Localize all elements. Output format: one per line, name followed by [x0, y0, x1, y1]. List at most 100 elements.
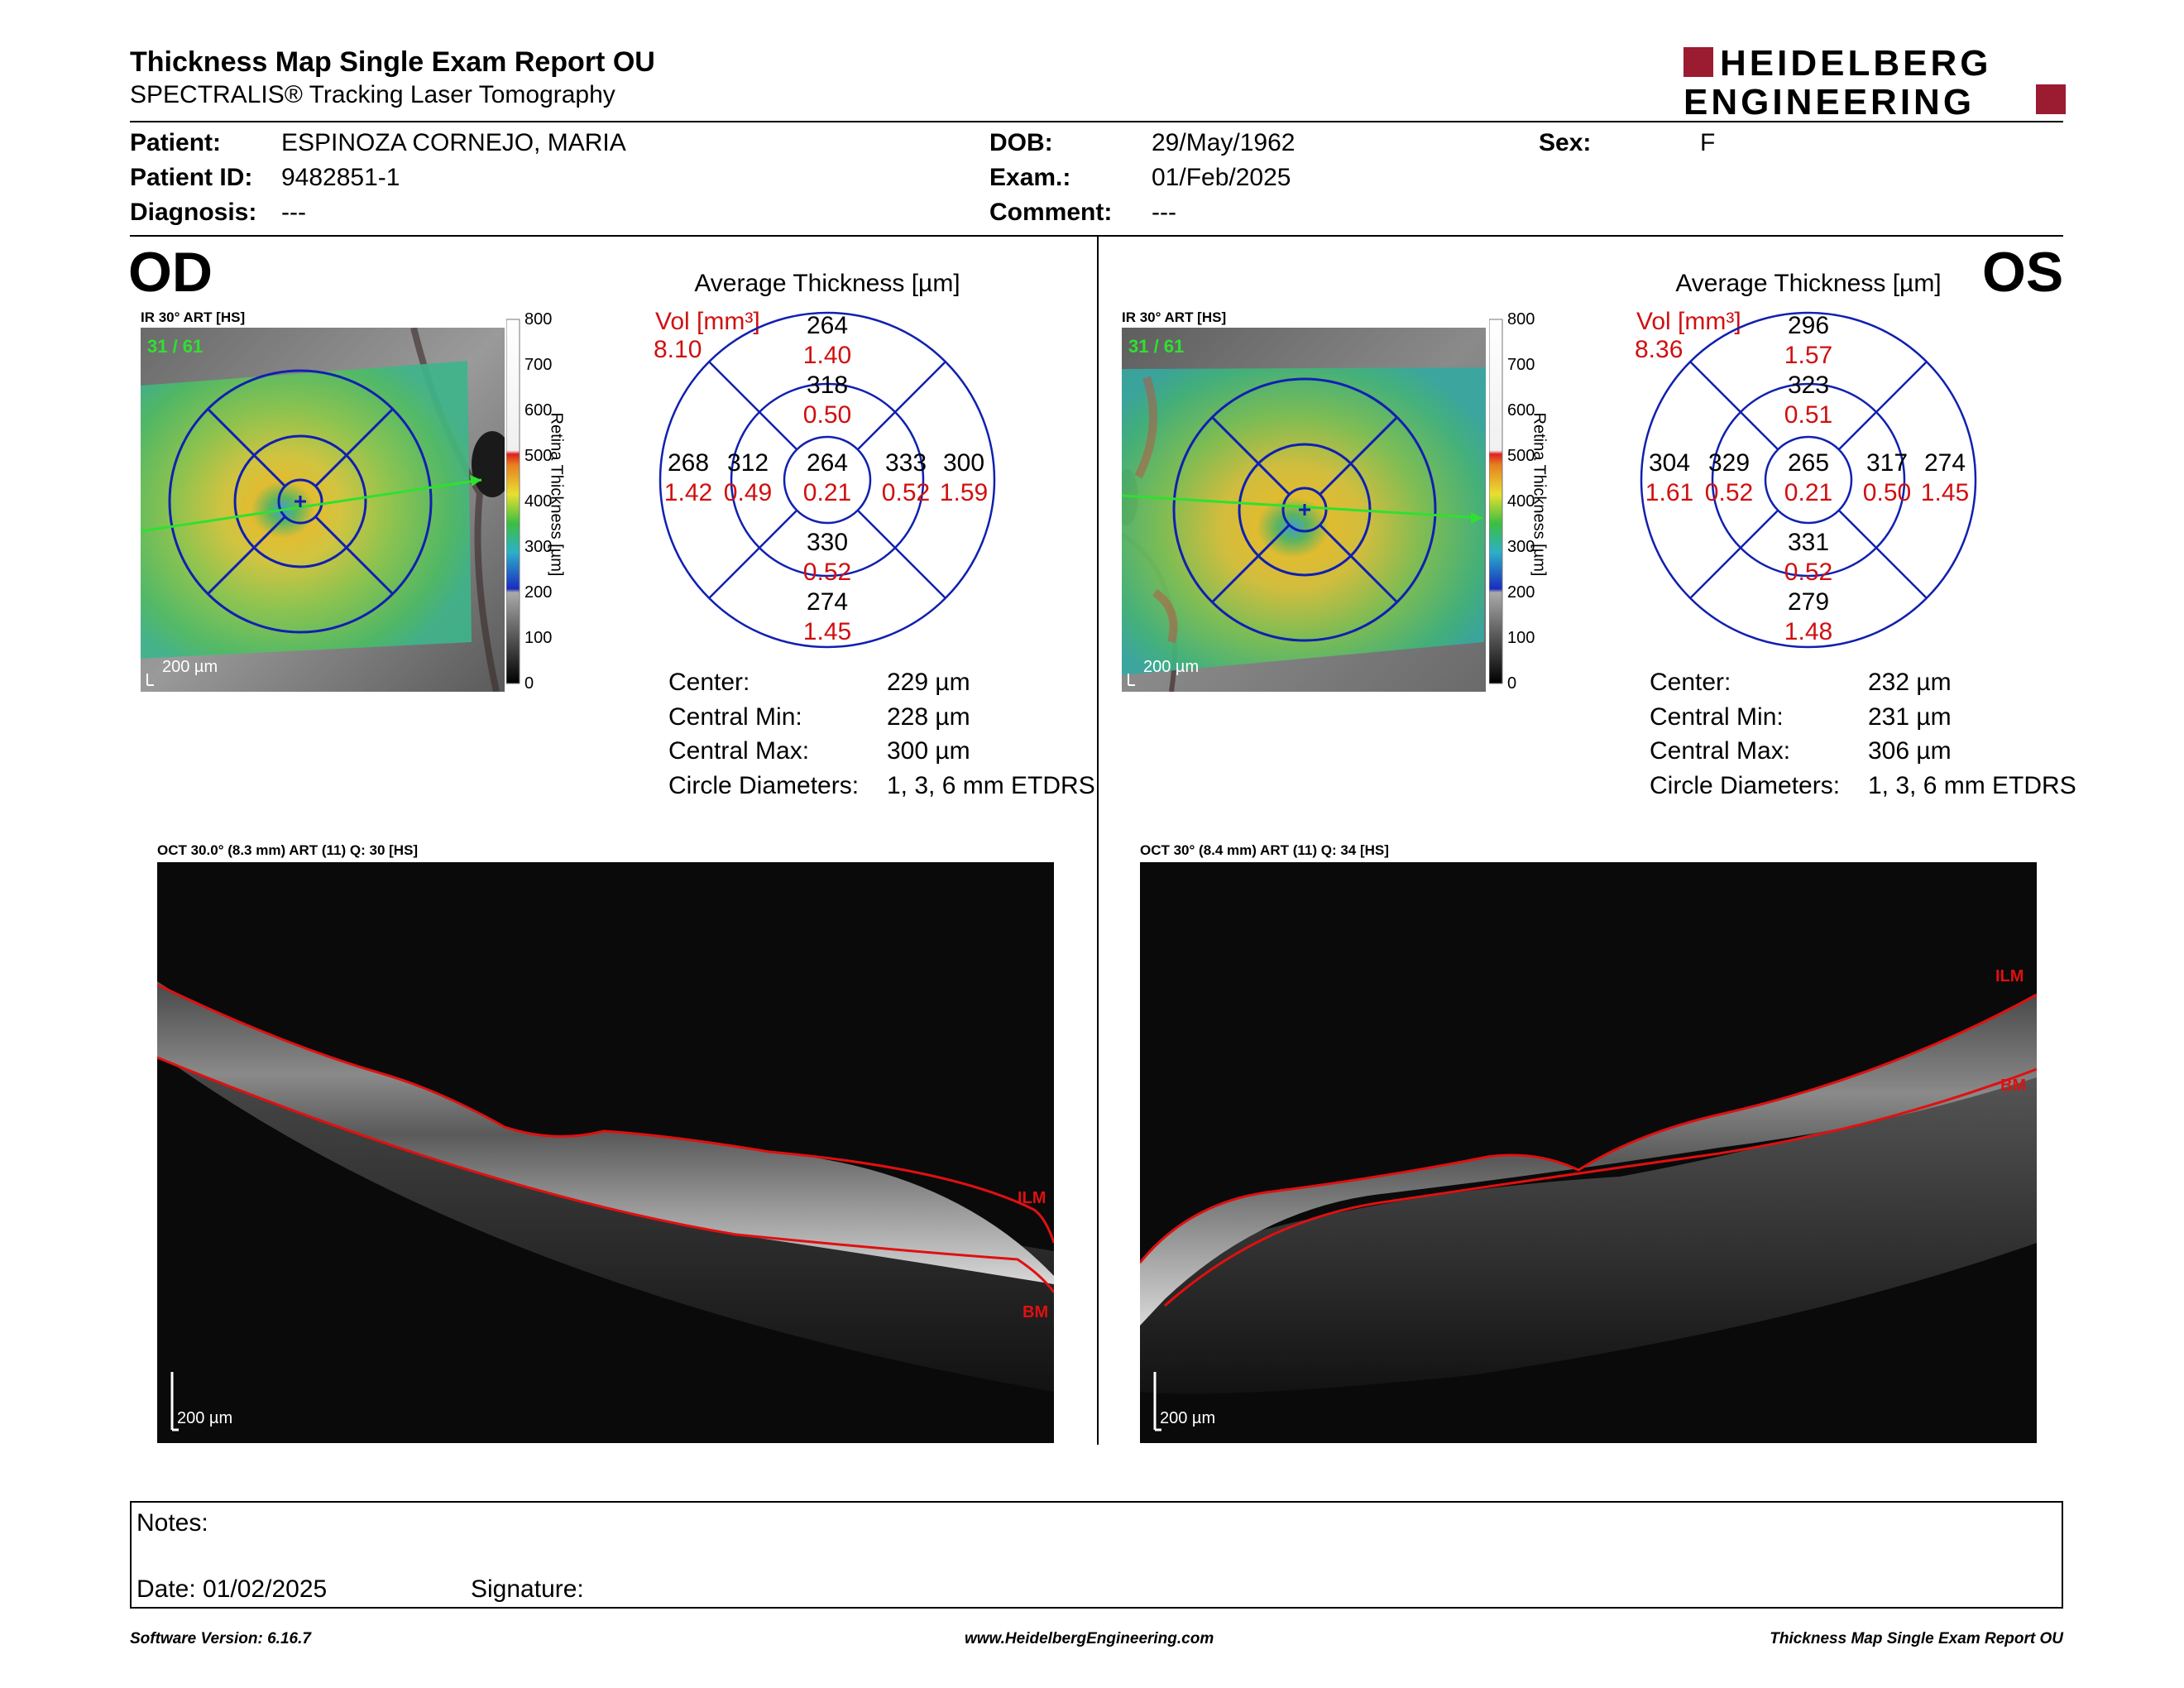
comment-label: Comment: — [989, 199, 1113, 226]
footer-report-name: Thickness Map Single Exam Report OU — [1770, 1630, 2063, 1647]
os-oct-scale: 200 µm — [1160, 1409, 1215, 1427]
patient-id: 9482851-1 — [281, 164, 400, 191]
od-stat-center-value: 229 µm — [887, 669, 970, 696]
os-ilm-label: ILM — [1995, 967, 2024, 985]
od-ir-scale: 200 µm — [162, 658, 218, 676]
patient-rule — [130, 235, 2063, 237]
od-inner-sup-vol: 0.50 — [802, 401, 852, 429]
os-cbar-tick-800: 800 — [1507, 310, 1535, 328]
od-inner-inf-vol: 0.52 — [802, 559, 852, 586]
od-bm-label: BM — [1023, 1303, 1048, 1321]
os-stat-diam-value: 1, 3, 6 mm ETDRS — [1868, 772, 2076, 799]
dob-label: DOB: — [989, 129, 1053, 156]
os-inner-left-thick: 329 — [1707, 449, 1751, 477]
od-ilm-label: ILM — [1018, 1189, 1046, 1207]
od-cbar-tick-400: 400 — [524, 492, 553, 511]
notes-label: Notes: — [136, 1509, 208, 1537]
od-outer-sup-thick: 264 — [806, 312, 849, 339]
os-outer-sup-vol: 1.57 — [1784, 342, 1833, 369]
od-oct-label: OCT 30.0° (8.3 mm) ART (11) Q: 30 [HS] — [157, 842, 419, 858]
od-cbar-tick-200: 200 — [524, 583, 553, 602]
os-stat-diam-label: Circle Diameters: — [1650, 772, 1841, 799]
os-inner-inf-thick: 331 — [1787, 529, 1830, 556]
os-stat-max-value: 306 µm — [1868, 737, 1952, 765]
os-bm-label: BM — [2000, 1077, 2026, 1095]
footer-website-link[interactable]: www.HeidelbergEngineering.com — [965, 1630, 1214, 1647]
report-title: Thickness Map Single Exam Report OU — [130, 46, 655, 78]
os-outer-inf-thick: 279 — [1787, 588, 1830, 616]
od-cbar-tick-800: 800 — [524, 310, 553, 328]
os-oct-scan: ILM BM 200 µm — [1138, 862, 2038, 1443]
notes-box[interactable]: Notes: Date: 01/02/2025 Signature: — [130, 1501, 2063, 1609]
od-oct-scale: 200 µm — [177, 1409, 232, 1427]
od-stat-min-value: 228 µm — [887, 703, 970, 731]
os-ir-label: IR 30° ART [HS] — [1122, 309, 1227, 325]
od-stat-max-value: 300 µm — [887, 737, 970, 765]
os-inner-left-vol: 0.52 — [1704, 479, 1754, 506]
footer-software-version: Software Version: 6.16.7 — [130, 1630, 311, 1647]
os-ir-scale: 200 µm — [1143, 658, 1199, 676]
os-cbar-tick-200: 200 — [1507, 583, 1535, 602]
os-outer-right-vol: 1.45 — [1920, 479, 1970, 506]
eye-divider — [1097, 237, 1099, 1445]
os-stat-center-label: Center: — [1650, 669, 1731, 696]
od-inner-right-thick: 333 — [884, 449, 927, 477]
os-cbar-tick-0: 0 — [1507, 674, 1517, 693]
od-cbar-tick-600: 600 — [524, 401, 553, 420]
logo-line2: ENGINEERING — [1684, 82, 1975, 117]
os-stat-min-label: Central Min: — [1650, 703, 1784, 731]
od-cbar-tick-300: 300 — [524, 538, 553, 556]
eye-label-od: OD — [128, 241, 213, 304]
patient-label: Patient: — [130, 129, 222, 156]
os-cbar-tick-400: 400 — [1507, 492, 1535, 511]
os-inner-inf-vol: 0.52 — [1784, 559, 1833, 586]
od-outer-left-vol: 1.42 — [663, 479, 713, 506]
logo-square-top — [1684, 47, 1713, 77]
od-vol-label: Vol [mm³] — [655, 308, 760, 335]
os-vol-label: Vol [mm³] — [1636, 308, 1741, 335]
od-cbar-tick-100: 100 — [524, 629, 553, 647]
od-center-thick: 264 — [806, 449, 849, 477]
os-cbar-tick-600: 600 — [1507, 401, 1535, 420]
od-colorbar: 800 700 600 500 400 300 200 100 0 Retina… — [505, 310, 581, 693]
od-etdrs-grid: 264 1.40 318 0.50 264 0.21 330 0.52 274 … — [659, 311, 996, 649]
od-outer-inf-thick: 274 — [806, 588, 849, 616]
od-thickness-map: 31 / 61 200 µm — [140, 327, 513, 693]
patient-name: ESPINOZA CORNEJO, MARIA — [281, 129, 626, 156]
od-stat-min-label: Central Min: — [668, 703, 802, 731]
od-stat-diam-label: Circle Diameters: — [668, 772, 860, 799]
os-cbar-title: Retina Thickness [µm] — [1530, 412, 1549, 577]
diagnosis-label: Diagnosis: — [130, 199, 257, 226]
od-cbar-tick-500: 500 — [524, 447, 553, 465]
sex-label: Sex: — [1539, 129, 1592, 156]
os-cbar-tick-700: 700 — [1507, 356, 1535, 374]
od-inner-left-thick: 312 — [726, 449, 769, 477]
od-vol-total: 8.10 — [654, 336, 702, 363]
os-stat-min-value: 231 µm — [1868, 703, 1952, 731]
od-stat-diam-value: 1, 3, 6 mm ETDRS — [887, 772, 1095, 799]
os-stat-max-label: Central Max: — [1650, 737, 1791, 765]
comment-value: --- — [1152, 199, 1176, 226]
od-outer-inf-vol: 1.45 — [802, 618, 852, 645]
os-inner-sup-thick: 323 — [1787, 372, 1830, 399]
os-oct-label: OCT 30° (8.4 mm) ART (11) Q: 34 [HS] — [1140, 842, 1389, 858]
os-vol-total: 8.36 — [1635, 336, 1684, 363]
os-cbar-tick-100: 100 — [1507, 629, 1535, 647]
od-inner-left-vol: 0.49 — [723, 479, 773, 506]
od-outer-left-thick: 268 — [667, 449, 710, 477]
od-inner-right-vol: 0.52 — [881, 479, 931, 506]
od-outer-right-vol: 1.59 — [939, 479, 989, 506]
os-cbar-tick-300: 300 — [1507, 538, 1535, 556]
od-outer-sup-vol: 1.40 — [802, 342, 852, 369]
os-cbar-tick-500: 500 — [1507, 447, 1535, 465]
os-outer-sup-thick: 296 — [1787, 312, 1830, 339]
od-stat-center-label: Center: — [668, 669, 750, 696]
os-ir-counter: 31 / 61 — [1128, 336, 1184, 357]
os-outer-inf-vol: 1.48 — [1784, 618, 1833, 645]
od-inner-inf-thick: 330 — [806, 529, 849, 556]
report-subtitle: SPECTRALIS® Tracking Laser Tomography — [130, 81, 615, 108]
od-cbar-tick-0: 0 — [524, 674, 534, 693]
os-stat-center-value: 232 µm — [1868, 669, 1952, 696]
signature-label: Signature: — [471, 1575, 584, 1603]
logo-square-bottom — [2036, 84, 2066, 114]
